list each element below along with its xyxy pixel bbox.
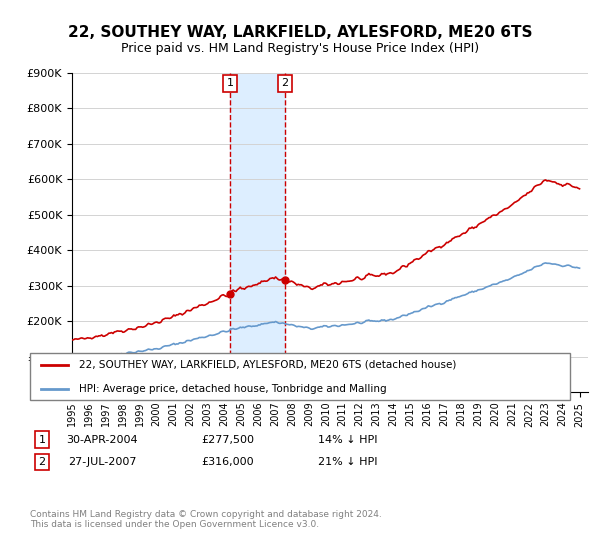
Text: 27-JUL-2007: 27-JUL-2007 xyxy=(68,457,136,467)
Text: HPI: Average price, detached house, Tonbridge and Malling: HPI: Average price, detached house, Tonb… xyxy=(79,384,386,394)
Text: 14% ↓ HPI: 14% ↓ HPI xyxy=(318,435,378,445)
Text: 30-APR-2004: 30-APR-2004 xyxy=(66,435,138,445)
Text: 2: 2 xyxy=(281,78,289,88)
FancyBboxPatch shape xyxy=(30,353,570,400)
Text: £277,500: £277,500 xyxy=(202,435,254,445)
Text: 1: 1 xyxy=(226,78,233,88)
Bar xyxy=(230,73,285,392)
Text: 21% ↓ HPI: 21% ↓ HPI xyxy=(318,457,378,467)
Text: 2: 2 xyxy=(38,457,46,467)
Text: 22, SOUTHEY WAY, LARKFIELD, AYLESFORD, ME20 6TS: 22, SOUTHEY WAY, LARKFIELD, AYLESFORD, M… xyxy=(68,25,532,40)
Text: Contains HM Land Registry data © Crown copyright and database right 2024.
This d: Contains HM Land Registry data © Crown c… xyxy=(30,510,382,529)
Text: £316,000: £316,000 xyxy=(202,457,254,467)
Text: Price paid vs. HM Land Registry's House Price Index (HPI): Price paid vs. HM Land Registry's House … xyxy=(121,42,479,55)
Text: 1: 1 xyxy=(38,435,46,445)
Text: 22, SOUTHEY WAY, LARKFIELD, AYLESFORD, ME20 6TS (detached house): 22, SOUTHEY WAY, LARKFIELD, AYLESFORD, M… xyxy=(79,360,456,370)
